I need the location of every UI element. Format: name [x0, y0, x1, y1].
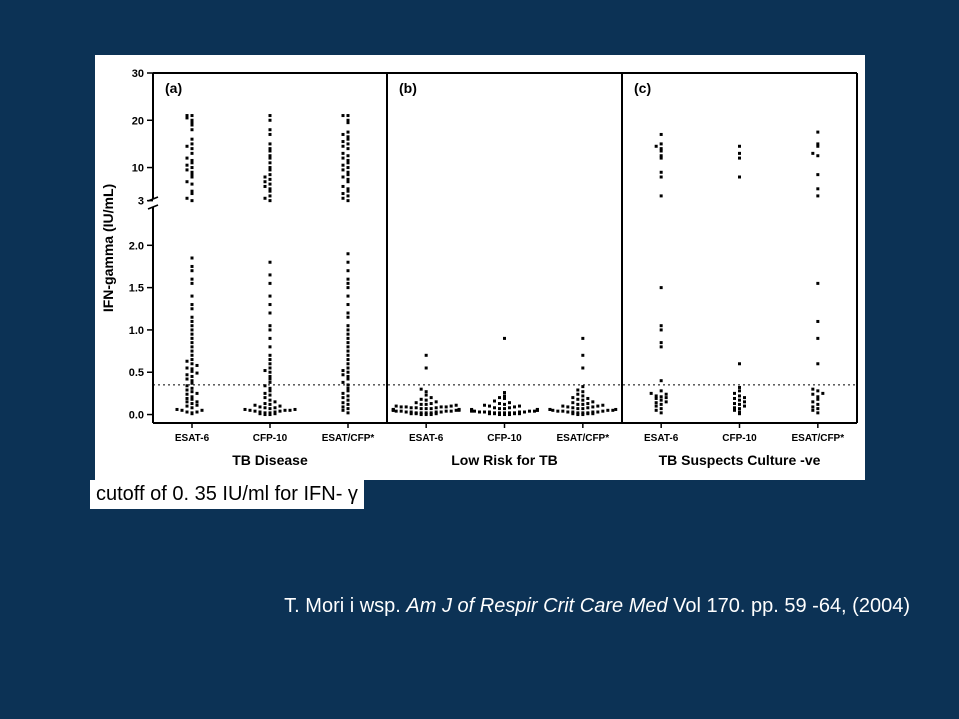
svg-text:IFN-gamma (IU/mL): IFN-gamma (IU/mL) [100, 184, 116, 312]
svg-text:1.0: 1.0 [129, 325, 144, 337]
chart-svg: 0.0 0.5 1.0 1.5 2.0 3 10 20 30 IFN-gamma (IU/mL) (… [95, 55, 865, 480]
svg-text:ESAT/CFP*: ESAT/CFP* [792, 433, 845, 444]
svg-text:1.5: 1.5 [129, 283, 144, 295]
svg-text:(a): (a) [165, 80, 182, 96]
cutoff-caption-text: cutoff of 0. 35 IU/ml for IFN- γ [96, 483, 358, 505]
svg-text:(c): (c) [634, 80, 651, 96]
svg-text:20: 20 [132, 115, 144, 127]
chart-figure: 0.0 0.5 1.0 1.5 2.0 3 10 20 30 IFN-gamma (IU/mL) (… [95, 55, 865, 480]
svg-text:ESAT/CFP*: ESAT/CFP* [557, 433, 610, 444]
citation-prefix: T. Mori i wsp. [284, 595, 406, 617]
svg-text:0.0: 0.0 [129, 410, 144, 422]
svg-text:TB Suspects Culture -ve: TB Suspects Culture -ve [659, 452, 821, 468]
citation-journal: Am J of Respir Crit Care Med [406, 595, 667, 617]
svg-text:ESAT-6: ESAT-6 [644, 433, 679, 444]
cutoff-caption: cutoff of 0. 35 IU/ml for IFN- γ [90, 480, 364, 509]
svg-text:CFP-10: CFP-10 [722, 433, 757, 444]
citation-suffix: Vol 170. pp. 59 -64, (2004) [668, 595, 910, 617]
svg-text:3: 3 [138, 196, 144, 208]
svg-text:30: 30 [132, 68, 144, 80]
svg-text:0.5: 0.5 [129, 367, 144, 379]
svg-text:CFP-10: CFP-10 [253, 433, 288, 444]
svg-text:TB Disease: TB Disease [232, 452, 308, 468]
svg-text:Low Risk for TB: Low Risk for TB [451, 452, 558, 468]
svg-text:10: 10 [132, 163, 144, 175]
svg-text:ESAT-6: ESAT-6 [409, 433, 444, 444]
svg-text:(b): (b) [399, 80, 417, 96]
svg-text:2.0: 2.0 [129, 240, 144, 252]
svg-text:ESAT/CFP*: ESAT/CFP* [322, 433, 375, 444]
citation: T. Mori i wsp. Am J of Respir Crit Care … [210, 595, 910, 618]
svg-text:ESAT-6: ESAT-6 [175, 433, 210, 444]
svg-text:CFP-10: CFP-10 [487, 433, 522, 444]
